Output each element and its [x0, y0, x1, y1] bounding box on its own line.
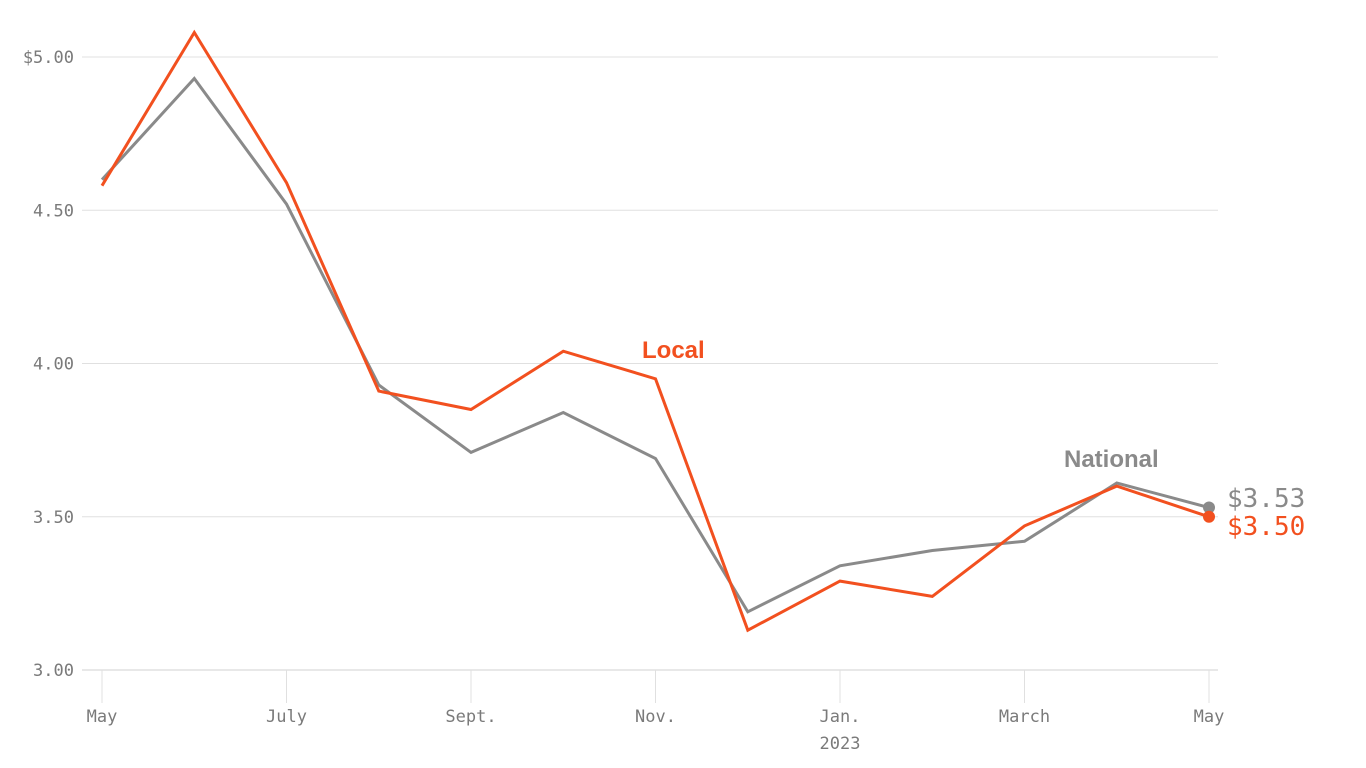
national-series-label: National	[1064, 446, 1159, 473]
series-labels: Local National $3.53 $3.50	[642, 337, 1305, 542]
x-tick-label: July	[266, 707, 307, 727]
y-tick-label: 3.50	[33, 508, 74, 528]
local-series-label: Local	[642, 337, 705, 364]
series-lines	[100, 29, 1215, 633]
x-tick-label: Sept.	[445, 707, 496, 727]
local-end-value: $3.50	[1227, 512, 1305, 542]
national-end-value: $3.53	[1227, 484, 1305, 514]
y-tick-label: 4.00	[33, 355, 74, 375]
x-tick-label: March	[999, 707, 1050, 727]
national-end-dot	[1203, 501, 1215, 514]
x-tick-label: May	[87, 707, 118, 727]
y-axis: $5.00 4.50 4.00 3.50 3.00	[23, 48, 74, 681]
x-tick-label: Nov.	[635, 707, 676, 727]
local-end-dot	[1203, 510, 1215, 523]
national-line	[100, 76, 1210, 614]
x-tick-year-label: 2023	[820, 734, 861, 754]
x-tick-label: May	[1194, 707, 1225, 727]
y-tick-label: 3.00	[33, 661, 74, 681]
x-axis: May July Sept. Nov. Jan. 2023 March May	[87, 670, 1225, 754]
gridlines	[82, 56, 1218, 671]
x-tick-label: Jan.	[820, 707, 861, 727]
local-line	[100, 29, 1210, 633]
y-tick-label: 4.50	[33, 201, 74, 221]
y-tick-label: $5.00	[23, 48, 74, 68]
